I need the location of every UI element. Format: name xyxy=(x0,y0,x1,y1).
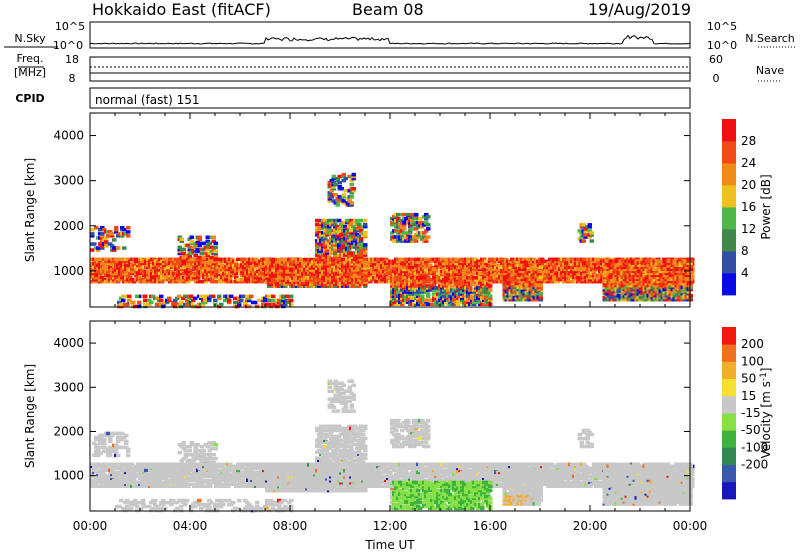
ylabel-2: Slant Range [km] xyxy=(23,364,37,468)
colorbar-tick-2-5: -50 xyxy=(741,423,761,437)
colorbar-1 xyxy=(722,119,736,296)
beam-title: Beam 08 xyxy=(352,0,424,19)
ylabel-1: Slant Range [km] xyxy=(23,158,37,262)
xtick-label-3: 12:00 xyxy=(373,519,408,533)
nsky-trace xyxy=(89,34,691,46)
colorbar-label-2: Velocity [m s-1] xyxy=(759,368,773,459)
colorbar-tick-1-0: 4 xyxy=(741,266,749,280)
nsearch-label: N.Search xyxy=(745,32,795,45)
colorbar-tick-2-3: 15 xyxy=(741,389,756,403)
xtick-label-5: 20:00 xyxy=(573,519,608,533)
xtick-label-0: 00:00 xyxy=(73,519,108,533)
colorbar-tick-1-1: 8 xyxy=(741,244,749,258)
colorbar-tick-2-7: -200 xyxy=(741,458,768,472)
ytick-label-2-2: 3000 xyxy=(53,380,84,394)
xtick-label-1: 04:00 xyxy=(173,519,208,533)
colorbar-tick-2-4: -15 xyxy=(741,406,761,420)
ytick-label-2-0: 1000 xyxy=(53,469,84,483)
freq-unit-label: [MHz] xyxy=(14,66,46,79)
colorbar-tick-2-0: 200 xyxy=(741,337,764,351)
nave-tick-bottom: 0 xyxy=(713,72,720,85)
xtick-label-6: 00:00 xyxy=(673,519,708,533)
colorbar-tick-2-1: 100 xyxy=(741,354,764,368)
nave-label: Nave xyxy=(756,64,784,77)
xtick-label-2: 08:00 xyxy=(273,519,308,533)
ytick-label-2-1: 2000 xyxy=(53,424,84,438)
cpid-panel xyxy=(89,87,691,109)
colorbar-label-1: Power [dB] xyxy=(759,174,773,239)
colorbar-tick-2-2: 50 xyxy=(741,372,756,386)
nsearch-tick-top: 10^5 xyxy=(707,20,737,33)
ytick-label-2-3: 4000 xyxy=(53,336,84,350)
nsky-panel xyxy=(89,21,691,49)
nsky-tick-bottom: 10^0 xyxy=(53,39,83,52)
freq-label: Freq. xyxy=(16,52,43,65)
ytick-label-1-2: 3000 xyxy=(53,174,84,188)
cpid-text: normal (fast) 151 xyxy=(95,93,199,107)
station-title: Hokkaido East (fitACF) xyxy=(92,0,271,19)
ytick-label-1-3: 4000 xyxy=(53,129,84,143)
colorbar-tick-1-5: 24 xyxy=(741,156,756,170)
colorbar-tick-1-4: 20 xyxy=(741,178,756,192)
nave-tick-top: 60 xyxy=(709,53,723,66)
xtick-label-4: 16:00 xyxy=(473,519,508,533)
nsky-tick-top: 10^5 xyxy=(55,20,85,33)
velocity-scatter xyxy=(90,379,695,513)
freq-panel xyxy=(89,56,691,82)
cpid-label: CPID xyxy=(15,92,44,105)
nsky-label: N.Sky xyxy=(14,32,46,45)
freq-tick-bottom: 8 xyxy=(69,72,76,85)
freq-tick-top: 18 xyxy=(65,53,79,66)
colorbar-tick-1-2: 12 xyxy=(741,222,756,236)
colorbar-2 xyxy=(722,327,736,500)
ytick-label-1-0: 1000 xyxy=(53,264,84,278)
xlabel: Time UT xyxy=(364,538,415,552)
ytick-label-1-1: 2000 xyxy=(53,219,84,233)
colorbar-tick-1-3: 16 xyxy=(741,200,756,214)
power-scatter xyxy=(90,172,695,309)
date-title: 19/Aug/2019 xyxy=(588,0,692,19)
nsearch-tick-bottom: 10^0 xyxy=(707,39,737,52)
colorbar-tick-1-6: 28 xyxy=(741,134,756,148)
colorbar-tick-2-6: -100 xyxy=(741,440,768,454)
